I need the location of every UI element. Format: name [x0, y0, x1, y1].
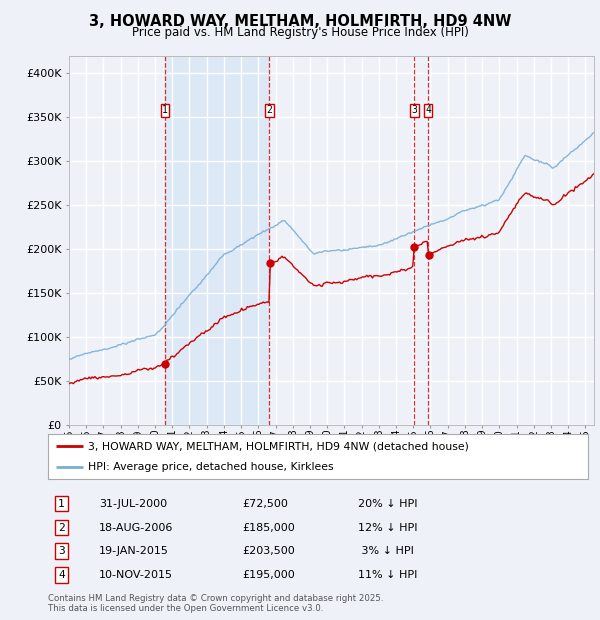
Text: £72,500: £72,500: [242, 498, 288, 508]
Text: 2: 2: [58, 523, 65, 533]
Text: Price paid vs. HM Land Registry's House Price Index (HPI): Price paid vs. HM Land Registry's House …: [131, 26, 469, 39]
Text: 3: 3: [411, 105, 417, 115]
Text: £195,000: £195,000: [242, 570, 295, 580]
Text: 3, HOWARD WAY, MELTHAM, HOLMFIRTH, HD9 4NW (detached house): 3, HOWARD WAY, MELTHAM, HOLMFIRTH, HD9 4…: [89, 441, 469, 451]
Text: 3, HOWARD WAY, MELTHAM, HOLMFIRTH, HD9 4NW: 3, HOWARD WAY, MELTHAM, HOLMFIRTH, HD9 4…: [89, 14, 511, 29]
Text: 20% ↓ HPI: 20% ↓ HPI: [359, 498, 418, 508]
Text: 31-JUL-2000: 31-JUL-2000: [100, 498, 167, 508]
Text: 11% ↓ HPI: 11% ↓ HPI: [359, 570, 418, 580]
Text: 18-AUG-2006: 18-AUG-2006: [100, 523, 173, 533]
Text: Contains HM Land Registry data © Crown copyright and database right 2025.
This d: Contains HM Land Registry data © Crown c…: [48, 594, 383, 613]
Text: £185,000: £185,000: [242, 523, 295, 533]
Text: 1: 1: [58, 498, 65, 508]
Text: 2: 2: [266, 105, 272, 115]
Text: 4: 4: [58, 570, 65, 580]
Text: 3% ↓ HPI: 3% ↓ HPI: [359, 546, 415, 556]
Text: HPI: Average price, detached house, Kirklees: HPI: Average price, detached house, Kirk…: [89, 461, 334, 472]
Text: 12% ↓ HPI: 12% ↓ HPI: [359, 523, 418, 533]
Text: 3: 3: [58, 546, 65, 556]
Text: 10-NOV-2015: 10-NOV-2015: [100, 570, 173, 580]
Text: 19-JAN-2015: 19-JAN-2015: [100, 546, 169, 556]
Text: 1: 1: [162, 105, 168, 115]
Bar: [165, 56, 269, 425]
Text: £203,500: £203,500: [242, 546, 295, 556]
Text: 4: 4: [425, 105, 431, 115]
